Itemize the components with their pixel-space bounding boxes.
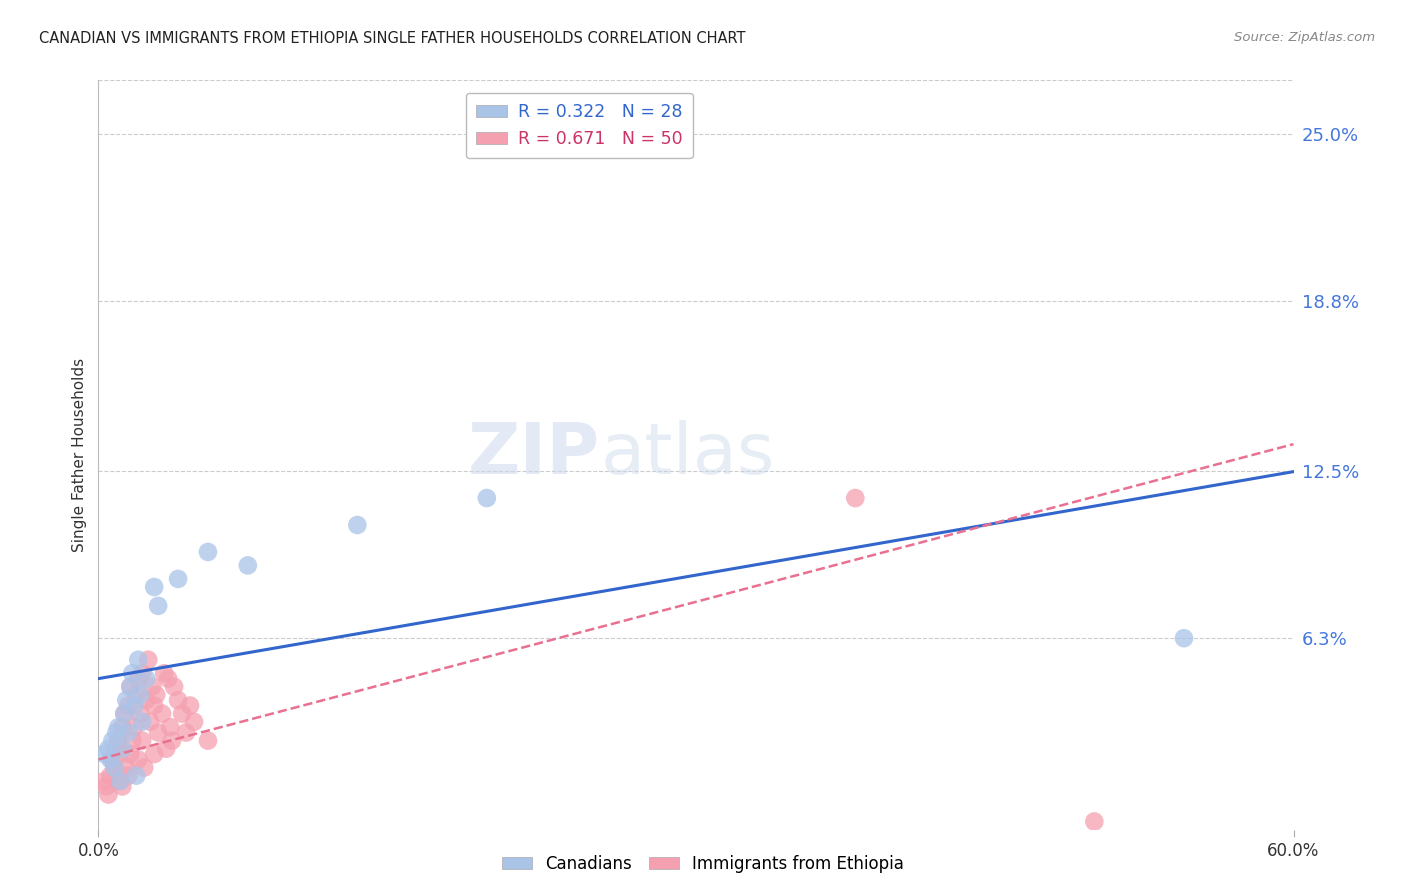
Point bbox=[844, 491, 866, 505]
Point bbox=[1083, 814, 1105, 829]
Point bbox=[93, 774, 115, 789]
Point bbox=[141, 680, 163, 694]
Point bbox=[160, 733, 183, 747]
Point bbox=[143, 580, 166, 594]
Point bbox=[127, 672, 149, 686]
Point bbox=[197, 733, 219, 747]
Point bbox=[135, 693, 157, 707]
Point bbox=[107, 733, 129, 747]
Point bbox=[121, 733, 143, 747]
Point bbox=[143, 747, 166, 761]
Point bbox=[101, 752, 124, 766]
Point bbox=[157, 672, 180, 686]
Point bbox=[112, 706, 135, 721]
Point bbox=[167, 693, 190, 707]
Point bbox=[111, 741, 134, 756]
Point bbox=[127, 653, 149, 667]
Point bbox=[97, 788, 120, 802]
Point bbox=[143, 698, 166, 713]
Point bbox=[136, 653, 159, 667]
Point bbox=[135, 672, 157, 686]
Point bbox=[105, 741, 128, 756]
Point bbox=[110, 774, 132, 789]
Point bbox=[346, 518, 368, 533]
Point bbox=[125, 688, 148, 702]
Point bbox=[148, 599, 170, 613]
Point bbox=[115, 693, 138, 707]
Point bbox=[125, 769, 148, 783]
Point bbox=[93, 747, 115, 761]
Point bbox=[121, 666, 143, 681]
Point bbox=[131, 666, 153, 681]
Point bbox=[103, 761, 125, 775]
Point bbox=[145, 688, 167, 702]
Point bbox=[107, 720, 129, 734]
Point bbox=[117, 698, 139, 713]
Point bbox=[101, 733, 124, 747]
Point bbox=[120, 680, 142, 694]
Point bbox=[124, 698, 146, 713]
Point bbox=[150, 706, 173, 721]
Point bbox=[117, 769, 139, 783]
Point bbox=[1173, 631, 1195, 645]
Point bbox=[475, 491, 498, 505]
Point bbox=[129, 688, 152, 702]
Point bbox=[115, 761, 138, 775]
Point bbox=[96, 780, 118, 794]
Point bbox=[129, 706, 152, 721]
Point bbox=[163, 680, 186, 694]
Text: atlas: atlas bbox=[600, 420, 775, 490]
Point bbox=[183, 714, 205, 729]
Point bbox=[107, 774, 129, 789]
Point bbox=[167, 572, 190, 586]
Point bbox=[155, 741, 177, 756]
Point bbox=[236, 558, 259, 573]
Point bbox=[112, 706, 135, 721]
Text: Source: ZipAtlas.com: Source: ZipAtlas.com bbox=[1234, 31, 1375, 45]
Point bbox=[131, 733, 153, 747]
Point bbox=[97, 741, 120, 756]
Point bbox=[127, 752, 149, 766]
Point bbox=[172, 706, 194, 721]
Point bbox=[197, 545, 219, 559]
Point bbox=[111, 720, 134, 734]
Text: ZIP: ZIP bbox=[468, 420, 600, 490]
Point bbox=[131, 714, 153, 729]
Point bbox=[105, 725, 128, 739]
Point bbox=[153, 666, 176, 681]
Point bbox=[98, 769, 122, 783]
Point bbox=[134, 761, 156, 775]
Legend: Canadians, Immigrants from Ethiopia: Canadians, Immigrants from Ethiopia bbox=[495, 848, 911, 880]
Point bbox=[174, 725, 197, 739]
Point bbox=[98, 752, 122, 766]
Point bbox=[117, 725, 139, 739]
Point bbox=[179, 698, 201, 713]
Legend: R = 0.322   N = 28, R = 0.671   N = 50: R = 0.322 N = 28, R = 0.671 N = 50 bbox=[465, 93, 693, 158]
Point bbox=[120, 680, 142, 694]
Point bbox=[110, 747, 132, 761]
Point bbox=[103, 761, 125, 775]
Text: CANADIAN VS IMMIGRANTS FROM ETHIOPIA SINGLE FATHER HOUSEHOLDS CORRELATION CHART: CANADIAN VS IMMIGRANTS FROM ETHIOPIA SIN… bbox=[39, 31, 745, 46]
Point bbox=[111, 780, 134, 794]
Point bbox=[159, 720, 181, 734]
Y-axis label: Single Father Households: Single Father Households bbox=[72, 358, 87, 552]
Point bbox=[124, 720, 146, 734]
Point bbox=[139, 714, 162, 729]
Point bbox=[148, 725, 170, 739]
Point bbox=[120, 747, 142, 761]
